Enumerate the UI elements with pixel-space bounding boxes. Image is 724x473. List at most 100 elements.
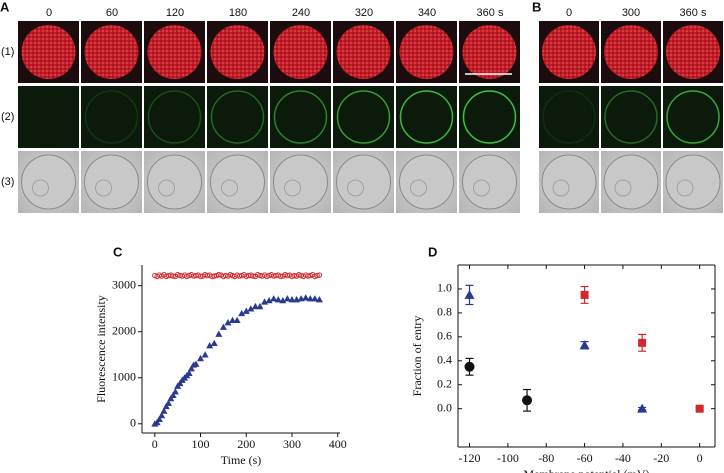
x-tick-label: 100 [192,437,210,451]
inner-vesicle [221,179,238,197]
circle-marker [464,361,475,372]
vesicle [273,154,328,210]
time-label: 360 s [477,7,504,19]
triangle-marker [283,295,291,302]
circle-marker [170,273,176,279]
vesicle [21,25,76,79]
vesicle [603,154,659,210]
triangle-marker [187,365,195,372]
y-tick-label: 1.0 [437,281,452,295]
time-label: 320 [355,7,373,19]
image-tile [459,86,520,148]
vesicle [84,25,139,79]
vesicle [336,154,391,210]
time-label: 60 [106,7,118,19]
inner-vesicle [552,179,570,197]
vesicle [399,154,454,210]
vesicle [399,25,454,79]
inner-vesicle [284,179,301,197]
triangle-marker [160,407,168,414]
y-tick-label: 0.0 [437,400,452,414]
triangle-marker [311,295,319,302]
vesicle [210,25,265,79]
triangle-marker [224,319,232,326]
image-tile [663,86,723,148]
vesicle [462,90,517,144]
inner-vesicle [614,179,632,197]
vesicle [210,90,265,144]
vesicle [542,25,596,79]
triangle-marker [219,323,227,330]
triangle-marker [306,295,314,302]
x-tick-label: -80 [538,451,554,465]
triangle-marker [242,307,250,314]
image-tile [333,86,394,148]
time-label: 120 [166,7,184,19]
image-tile [601,86,661,148]
y-tick-label: 0.6 [437,329,452,343]
image-tile [207,86,268,148]
circle-marker [216,271,222,278]
x-tick-label: 0 [697,451,703,465]
triangle-marker [201,351,209,358]
vesicle [462,154,517,210]
x-tick-label: 400 [329,437,347,451]
inner-vesicle [32,179,49,197]
vesicle [84,90,139,144]
panel-letter: B [532,0,541,14]
y-tick-label: 0.8 [437,305,452,319]
panel-letter: D [428,244,437,259]
vesicle [147,90,202,144]
time-label: 360 s [680,7,707,19]
triangle-marker [171,388,179,395]
triangle-marker [162,402,170,410]
vesicle [604,90,658,144]
triangle-marker [270,295,278,302]
circle-marker [236,273,243,279]
circle-marker [250,273,256,279]
row-label: (1) [1,46,14,58]
triangle-marker [206,342,214,349]
x-tick-label: -60 [577,451,593,465]
triangle-marker [153,418,161,426]
vesicle [273,90,328,144]
triangle-marker [315,296,323,303]
image-tile [18,86,79,148]
vesicle [665,154,721,210]
triangle-marker [155,415,163,422]
x-tick-label: -40 [615,451,631,465]
x-tick-label: 200 [237,437,255,451]
vesicle [336,90,391,144]
triangle-marker [579,340,590,350]
time-label: 0 [46,7,52,19]
vesicle [542,90,596,144]
triangle-marker [265,296,273,304]
vesicle [210,154,265,210]
vesicle [666,25,720,79]
vesicle [147,25,202,79]
time-label: 300 [622,7,640,19]
triangle-marker [192,360,200,367]
circle-marker [522,395,533,406]
triangle-marker [464,289,475,299]
vesicle [147,154,202,210]
vesicle [84,154,139,210]
vesicle [666,90,720,144]
square-marker [695,404,704,413]
y-tick-label: 3000 [112,277,136,291]
x-tick-label: -100 [497,451,519,465]
triangle-marker [288,296,296,303]
triangle-marker [165,399,173,406]
vesicle [336,25,391,79]
vesicle [462,25,517,79]
y-tick-label: 0.2 [437,376,452,390]
circle-marker [316,272,323,278]
image-tile [539,86,599,148]
triangle-marker [279,296,287,304]
y-tick-label: 1000 [112,370,136,384]
triangle-marker [210,339,218,347]
inner-vesicle [676,179,694,197]
x-tick-label: -20 [653,451,669,465]
x-tick-label: 300 [283,437,301,451]
row-label: (2) [1,111,14,123]
